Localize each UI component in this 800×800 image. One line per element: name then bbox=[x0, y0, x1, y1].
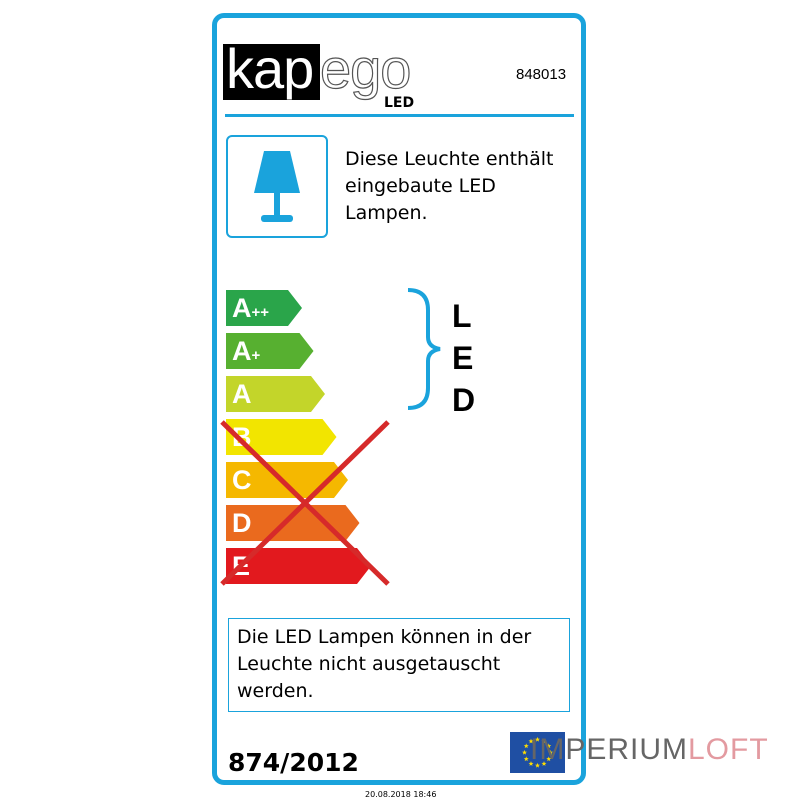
eu-star-icon bbox=[523, 756, 529, 762]
eu-star-icon bbox=[541, 761, 547, 766]
eu-star-icon bbox=[535, 736, 540, 742]
eu-star-icon bbox=[541, 738, 547, 744]
eu-star-icon bbox=[522, 749, 527, 755]
eu-star-icon bbox=[546, 743, 552, 749]
energy-class-label: D bbox=[232, 508, 252, 538]
energy-class-label: A+ bbox=[232, 336, 261, 366]
brand-logo-sub: LED bbox=[384, 95, 415, 111]
timestamp: 20.08.2018 18:46 bbox=[365, 790, 437, 799]
lamp-type-letter: E bbox=[452, 340, 474, 376]
energy-class-arrow: A bbox=[226, 376, 325, 412]
note-box: Die LED Lampen können in der Leuchte nic… bbox=[228, 618, 570, 712]
lamp-icon-box bbox=[226, 135, 328, 238]
regulation-number: 874/2012 bbox=[228, 748, 359, 777]
brace-icon bbox=[407, 288, 441, 410]
watermark-part2: LOFT bbox=[688, 733, 769, 766]
energy-class-label: C bbox=[232, 465, 252, 495]
product-code: 848013 bbox=[516, 66, 567, 83]
eu-star-icon bbox=[528, 761, 534, 766]
energy-class-label: A++ bbox=[232, 293, 270, 323]
watermark: IMPERIUMLOFT bbox=[530, 733, 769, 767]
logo-background bbox=[223, 44, 320, 100]
eu-star-icon bbox=[548, 749, 553, 755]
cross-out-icon bbox=[220, 420, 390, 586]
table-lamp-icon bbox=[254, 151, 300, 222]
energy-class-arrow: A+ bbox=[226, 333, 314, 369]
eu-star-icon bbox=[535, 762, 540, 768]
energy-class-label: A bbox=[232, 379, 252, 409]
divider bbox=[225, 114, 574, 117]
lamp-type-letter: D bbox=[452, 382, 476, 418]
lamp-type-letter: L bbox=[452, 298, 472, 334]
lamp-type-letters: L E D bbox=[452, 295, 475, 421]
eu-flag-icon bbox=[510, 732, 565, 773]
energy-class-arrow: A++ bbox=[226, 290, 302, 326]
label-frame bbox=[212, 13, 586, 785]
brand-logo: kap bbox=[226, 37, 314, 100]
brand-logo-outline: ego bbox=[319, 37, 412, 100]
watermark-part1: IMPERIUM bbox=[530, 733, 688, 766]
eu-star-icon bbox=[523, 743, 529, 749]
eu-star-icon bbox=[546, 756, 552, 762]
info-text: Diese Leuchte enthält eingebaute LED Lam… bbox=[345, 148, 554, 224]
eu-star-icon bbox=[528, 738, 534, 744]
